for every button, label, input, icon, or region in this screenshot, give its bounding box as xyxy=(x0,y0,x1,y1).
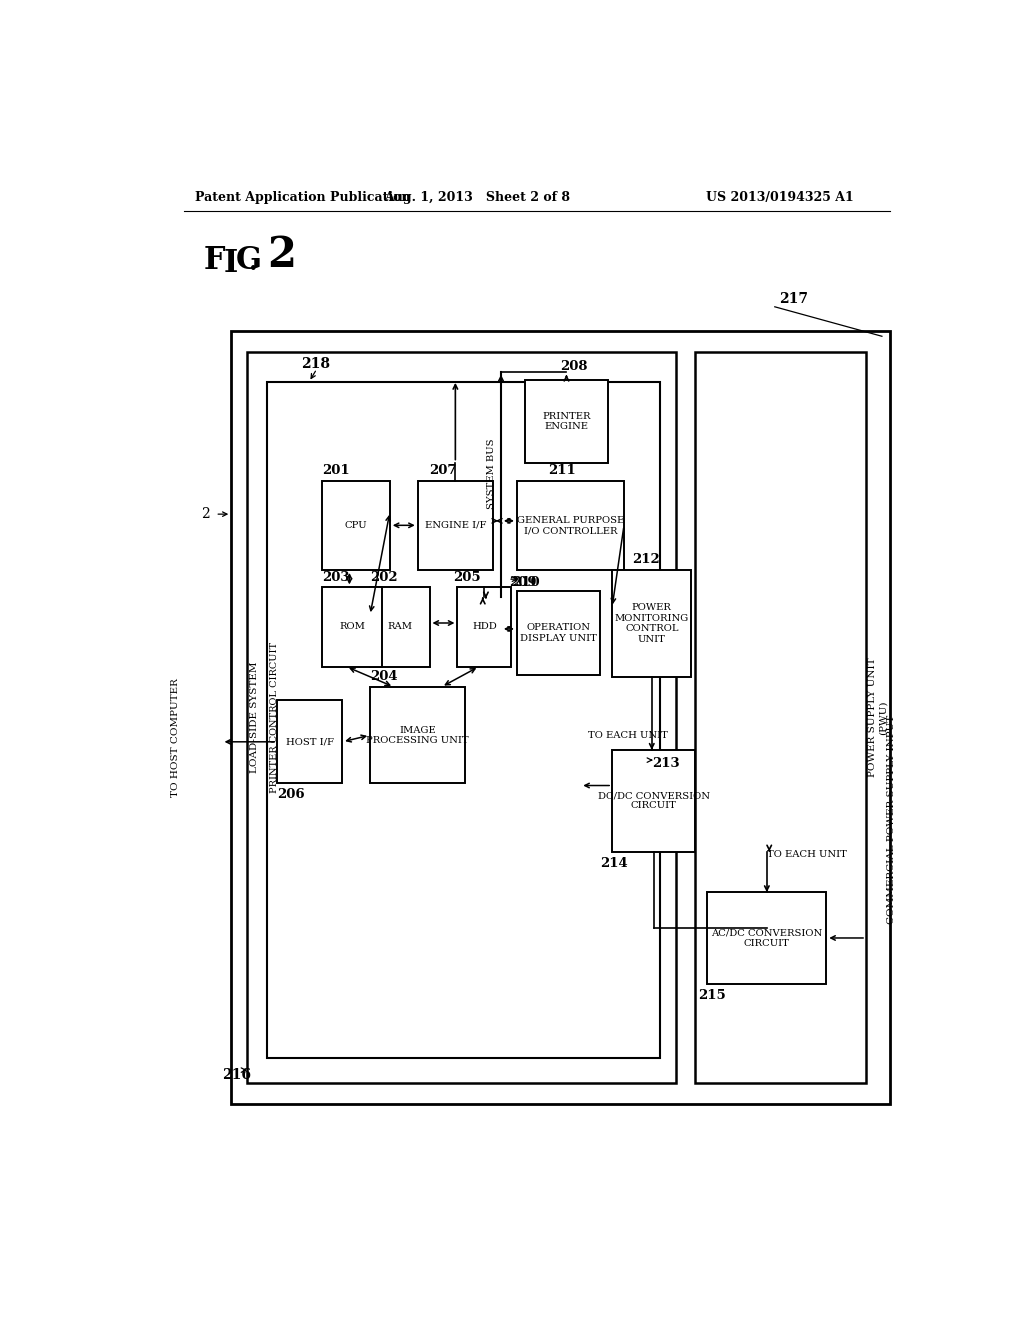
Bar xyxy=(517,591,600,675)
Bar xyxy=(370,686,465,784)
Text: GENERAL PURPOSE
I/O CONTROLLER: GENERAL PURPOSE I/O CONTROLLER xyxy=(517,516,624,535)
Text: POWER SUPPLY UNIT
(PWU): POWER SUPPLY UNIT (PWU) xyxy=(868,657,888,777)
Bar xyxy=(231,331,890,1104)
Text: OPERATION
DISPLAY UNIT: OPERATION DISPLAY UNIT xyxy=(520,623,597,643)
Text: 202: 202 xyxy=(370,570,397,583)
Text: TO EACH UNIT: TO EACH UNIT xyxy=(588,731,669,741)
Text: 210: 210 xyxy=(512,576,540,589)
Text: ENGINE I/F: ENGINE I/F xyxy=(425,521,486,529)
Text: I: I xyxy=(223,248,238,279)
Text: SYSTEM BUS: SYSTEM BUS xyxy=(487,438,496,508)
Text: 216: 216 xyxy=(221,1068,251,1082)
Text: 207: 207 xyxy=(430,463,457,477)
Text: 212: 212 xyxy=(632,553,659,566)
Bar xyxy=(695,351,866,1084)
Text: AC/DC CONVERSION
CIRCUIT: AC/DC CONVERSION CIRCUIT xyxy=(712,928,822,948)
Text: 213: 213 xyxy=(652,756,679,770)
Text: 203: 203 xyxy=(323,570,350,583)
Text: IMAGE
PROCESSING UNIT: IMAGE PROCESSING UNIT xyxy=(367,726,469,744)
Text: Aug. 1, 2013   Sheet 2 of 8: Aug. 1, 2013 Sheet 2 of 8 xyxy=(384,190,570,203)
Bar xyxy=(612,750,695,851)
Text: 215: 215 xyxy=(697,990,726,1002)
Text: POWER
MONITORING
CONTROL
UNIT: POWER MONITORING CONTROL UNIT xyxy=(614,603,689,644)
Bar xyxy=(517,480,624,570)
Text: ROM: ROM xyxy=(339,623,366,631)
Text: PRINTER
ENGINE: PRINTER ENGINE xyxy=(543,412,591,432)
Bar xyxy=(323,587,382,667)
Text: 204: 204 xyxy=(370,671,397,684)
Text: HDD: HDD xyxy=(472,623,497,631)
Bar xyxy=(267,381,659,1057)
Text: 205: 205 xyxy=(454,570,481,583)
Bar xyxy=(458,587,511,667)
Text: 209: 209 xyxy=(509,576,537,589)
Text: Patent Application Publication: Patent Application Publication xyxy=(196,190,411,203)
Text: PRINTER CONTROL CIRCUIT: PRINTER CONTROL CIRCUIT xyxy=(270,642,280,793)
Bar xyxy=(708,892,826,983)
Text: TO HOST COMPUTER: TO HOST COMPUTER xyxy=(171,678,180,797)
Text: 2: 2 xyxy=(202,507,210,521)
Bar xyxy=(418,480,494,570)
Text: 206: 206 xyxy=(278,788,305,801)
Text: .: . xyxy=(249,251,257,275)
Text: US 2013/0194325 A1: US 2013/0194325 A1 xyxy=(707,190,854,203)
Text: TO EACH UNIT: TO EACH UNIT xyxy=(767,850,847,859)
Text: 218: 218 xyxy=(301,356,330,371)
Text: 211: 211 xyxy=(549,463,577,477)
Bar xyxy=(370,587,430,667)
Bar xyxy=(612,570,691,677)
Text: DC/DC CONVERSION
CIRCUIT: DC/DC CONVERSION CIRCUIT xyxy=(598,791,710,810)
Text: COMMERCIAL POWER SUPPLY INPUT: COMMERCIAL POWER SUPPLY INPUT xyxy=(887,714,896,924)
Text: 208: 208 xyxy=(560,360,588,374)
Bar xyxy=(278,700,342,784)
Text: 214: 214 xyxy=(600,857,628,870)
Text: HOST I/F: HOST I/F xyxy=(286,738,334,746)
Text: 217: 217 xyxy=(778,292,808,306)
Text: G: G xyxy=(236,244,262,276)
Bar xyxy=(247,351,676,1084)
Text: 201: 201 xyxy=(323,463,350,477)
Text: F: F xyxy=(204,244,225,276)
Text: 2: 2 xyxy=(267,234,296,276)
Text: LOAD-SIDE SYSTEM: LOAD-SIDE SYSTEM xyxy=(251,661,259,774)
Bar xyxy=(524,380,608,463)
Text: CPU: CPU xyxy=(345,521,368,529)
Bar xyxy=(323,480,390,570)
Text: RAM: RAM xyxy=(387,623,413,631)
